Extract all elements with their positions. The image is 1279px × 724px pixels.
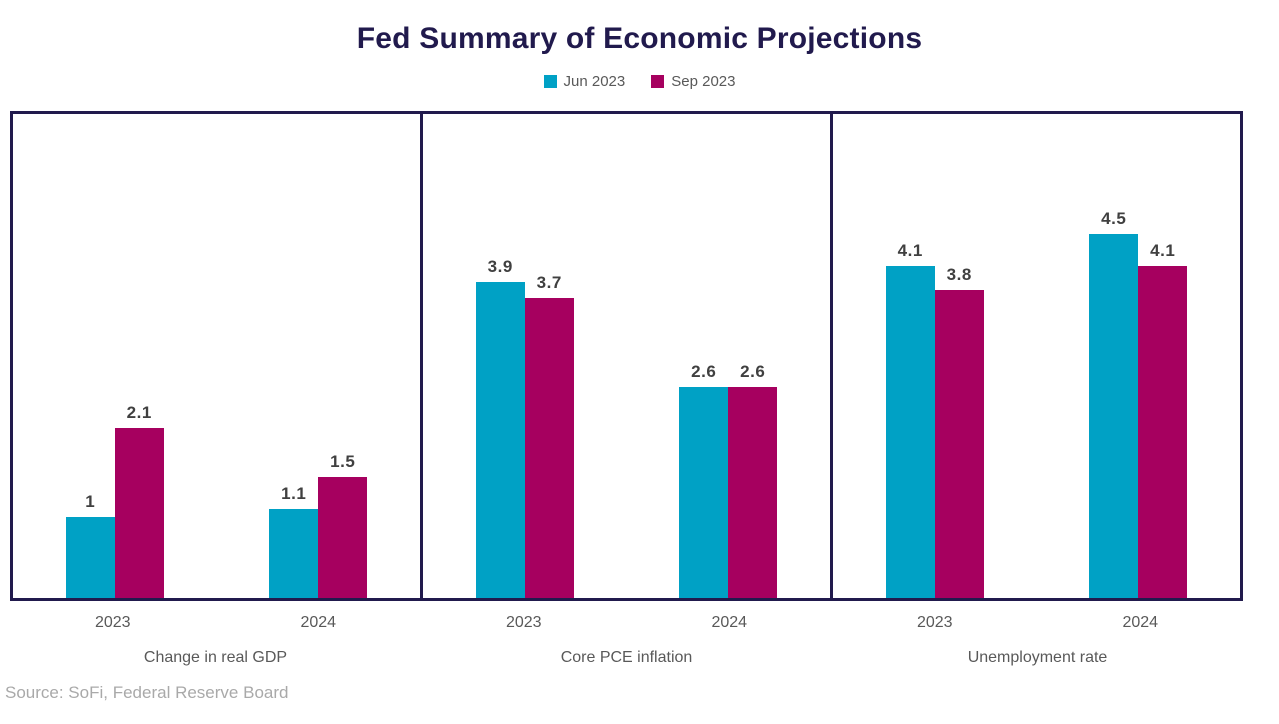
category-label-2024: 2024 [300,614,337,631]
bar-wrap: 2.6 [728,362,778,598]
legend-label: Sep 2023 [671,73,736,90]
bar-jun-2023-2024 [679,387,729,598]
bar-value-label: 3.9 [487,257,513,277]
category-label-2024: 2024 [1122,614,1159,631]
bar-sep-2023-2024 [728,387,778,598]
panel-change-in-real-gdp: 1 2.1 1.1 1.5 [13,114,423,598]
bar-value-label: 2.6 [691,362,717,382]
bar-wrap: 1.1 [269,483,319,598]
bar-wrap: 4.1 [1138,240,1188,598]
bar-value-label: 3.7 [536,273,562,293]
label-section: 2023 2024 Change in real GDP [10,601,421,679]
bar-sep-2023-2024 [1138,265,1188,598]
bar-value-label: 1 [85,492,96,511]
bar-jun-2023-2023 [65,517,115,598]
bar-jun-2023-2024 [1089,233,1139,598]
bar-group-2023: 3.9 3.7 [475,257,574,598]
bar-sep-2023-2023 [114,427,164,598]
bar-value-label: 1.1 [281,483,307,503]
panel-core-pce-inflation: 3.9 3.7 2.6 2.6 [423,114,833,598]
panel-title: Unemployment rate [967,649,1108,666]
bar-group-2024: 1.1 1.5 [269,451,368,598]
bar-sep-2023-2024 [318,476,368,598]
bar-value-label: 4.1 [897,240,923,260]
bar-wrap: 1 [65,492,115,598]
label-section: 2023 2024 Core PCE inflation [421,601,832,679]
bar-wrap: 3.9 [475,257,525,598]
legend-item: Jun 2023 [543,73,626,90]
legend-item: Sep 2023 [651,73,735,90]
legend-swatch-sep-2023 [651,75,665,88]
bar-value-label: 4.1 [1150,240,1176,260]
panel-title: Change in real GDP [143,649,288,666]
panel-title: Core PCE inflation [560,649,693,666]
page-title: Fed Summary of Economic Projections [356,22,923,55]
bar-jun-2023-2023 [475,282,525,598]
bar-wrap: 1.5 [318,451,368,598]
label-section: 2023 2024 Unemployment rate [832,601,1243,679]
category-label-2023: 2023 [916,614,953,631]
bar-wrap: 4.5 [1089,208,1139,598]
bar-jun-2023-2023 [885,265,935,598]
bar-sep-2023-2023 [934,290,984,598]
legend-label: Jun 2023 [563,73,626,90]
bar-wrap: 4.1 [885,240,935,598]
legend: Jun 2023 Sep 2023 [0,73,1279,90]
bar-wrap: 2.6 [679,362,729,598]
category-label-2023: 2023 [94,614,131,631]
chart-area: 1 2.1 1.1 1.5 3.9 3.7 2.6 2.6 4.1 3.8 4.5 4.1 [10,111,1243,601]
bar-group-2024: 2.6 2.6 [679,362,778,598]
bar-group-2024: 4.5 4.1 [1089,208,1188,598]
bar-value-label: 4.5 [1101,208,1127,228]
bar-wrap: 3.7 [524,273,574,598]
bar-group-2023: 1 2.1 [65,402,164,598]
bar-value-label: 3.8 [946,265,972,285]
category-label-2023: 2023 [505,614,542,631]
source-note: Source: SoFi, Federal Reserve Board [5,683,289,702]
axis-labels-row: 2023 2024 Change in real GDP 2023 2024 Core P… [10,601,1243,679]
bar-sep-2023-2023 [524,298,574,598]
panel-unemployment-rate: 4.1 3.8 4.5 4.1 [833,114,1240,598]
bar-value-label: 2.6 [740,362,766,382]
bar-jun-2023-2024 [269,508,319,598]
bar-wrap: 3.8 [934,265,984,598]
bar-value-label: 1.5 [330,451,356,471]
legend-swatch-jun-2023 [543,75,557,88]
bar-value-label: 2.1 [126,402,152,422]
bar-wrap: 2.1 [114,402,164,598]
category-label-2024: 2024 [711,614,748,631]
bar-group-2023: 4.1 3.8 [885,240,984,598]
